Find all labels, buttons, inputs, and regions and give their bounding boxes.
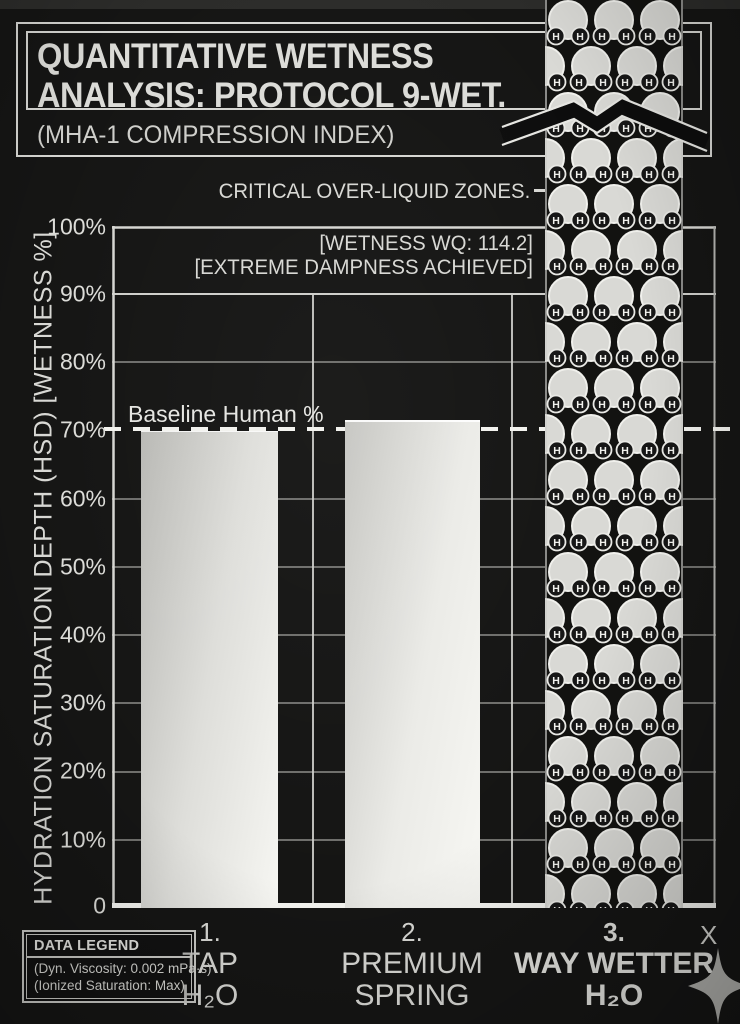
- page-title-line1: QUANTITATIVE WETNESS: [37, 37, 434, 76]
- y-tick: 0: [93, 892, 106, 919]
- wetness-annotation: [WETNESS WQ: 114.2] [EXTREME DAMPNESS AC…: [195, 232, 533, 280]
- data-legend-inner: DATA LEGEND (Dyn. Viscosity: 0.002 mPa·s…: [26, 934, 212, 999]
- data-legend-body: (Dyn. Viscosity: 0.002 mPa·s) (Ionized S…: [27, 958, 212, 998]
- x-label-premium-spring: 2. PREMIUM SPRING: [341, 917, 483, 1012]
- axis-break-chevron-icon: [499, 96, 710, 153]
- y-tick: 60%: [59, 485, 106, 512]
- top-edge-highlight: [0, 0, 740, 9]
- x-label-way-wetter-h2o: 3. WAY WETTER H₂O: [513, 917, 715, 1012]
- wetness-wq-value: [WETNESS WQ: 114.2]: [319, 232, 533, 255]
- title-inner-box: QUANTITATIVE WETNESS ANALYSIS: PROTOCOL …: [26, 31, 702, 115]
- y-tick: 50%: [59, 553, 106, 580]
- legend-viscosity: (Dyn. Viscosity: 0.002 mPa·s): [34, 961, 212, 976]
- baseline-label: Baseline Human %: [128, 401, 324, 427]
- y-tick: 20%: [59, 757, 106, 784]
- x-axis-end-label: X: [700, 920, 718, 950]
- y-tick: 30%: [59, 689, 106, 716]
- y-tick: 100%: [47, 213, 106, 240]
- title-box: QUANTITATIVE WETNESS ANALYSIS: PROTOCOL …: [16, 22, 712, 157]
- data-legend-box: DATA LEGEND (Dyn. Viscosity: 0.002 mPa·s…: [22, 930, 212, 1003]
- page-subtitle: (MHA-1 COMPRESSION INDEX): [37, 121, 395, 149]
- legend-saturation: (Ionized Saturation: Max): [34, 977, 185, 993]
- y-tick: 10%: [59, 826, 106, 853]
- bar-premium-spring: [345, 420, 480, 908]
- bar-tap-h2o: [141, 431, 278, 908]
- four-point-sparkle-icon: [688, 948, 740, 1024]
- bar-way-wetter-h2o: H H H H: [545, 0, 683, 908]
- extreme-dampness-note: [EXTREME DAMPNESS ACHIEVED]: [194, 256, 533, 279]
- y-tick: 40%: [59, 621, 106, 648]
- y-tick: 70%: [59, 416, 106, 443]
- critical-zones-label: CRITICAL OVER-LIQUID ZONES.: [218, 180, 530, 203]
- data-legend-title: DATA LEGEND: [27, 935, 191, 958]
- y-axis-title: HYDRATION SATURATION DEPTH (HSD) [WETNES…: [29, 231, 58, 905]
- y-tick: 80%: [59, 348, 106, 375]
- page-title-line2: ANALYSIS: PROTOCOL 9-WET.: [37, 76, 506, 115]
- y-tick: 90%: [59, 280, 106, 307]
